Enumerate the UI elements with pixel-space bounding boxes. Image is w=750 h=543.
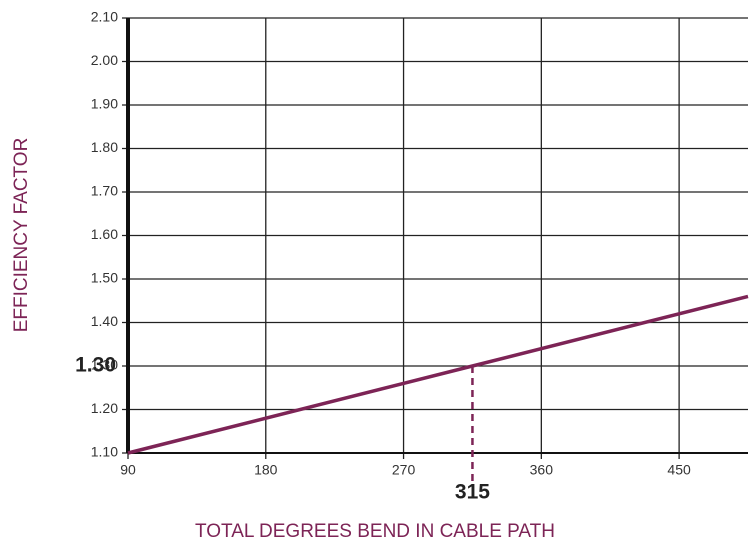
y-tick-label: 2.00 [91, 52, 118, 68]
y-tick-label: 1.50 [91, 270, 118, 286]
y-tick-label: 1.20 [91, 400, 118, 416]
y-tick-label: 1.70 [91, 183, 118, 199]
y-tick-label: 1.80 [91, 139, 118, 155]
x-tick-label: 450 [667, 462, 691, 478]
line [127, 294, 749, 455]
y-tick-label: 1.10 [91, 444, 118, 460]
x-tick-label: 90 [120, 462, 136, 478]
x-tick-label: 180 [254, 462, 278, 478]
y-tick-label: 2.10 [91, 9, 118, 25]
y-tick-label: 1.30 [91, 357, 118, 373]
x-tick-label: 360 [530, 462, 554, 478]
annotation-y-label: 1.30 [75, 354, 116, 377]
annotation-x-label: 315 [455, 481, 490, 504]
y-tick-label: 1.40 [91, 313, 118, 329]
y-tick-label: 1.60 [91, 226, 118, 242]
y-axis-label: EFFICIENCY FACTOR [11, 138, 32, 333]
x-tick-label: 270 [392, 462, 416, 478]
y-tick-label: 1.90 [91, 96, 118, 112]
x-axis-label: TOTAL DEGREES BEND IN CABLE PATH [195, 521, 555, 542]
